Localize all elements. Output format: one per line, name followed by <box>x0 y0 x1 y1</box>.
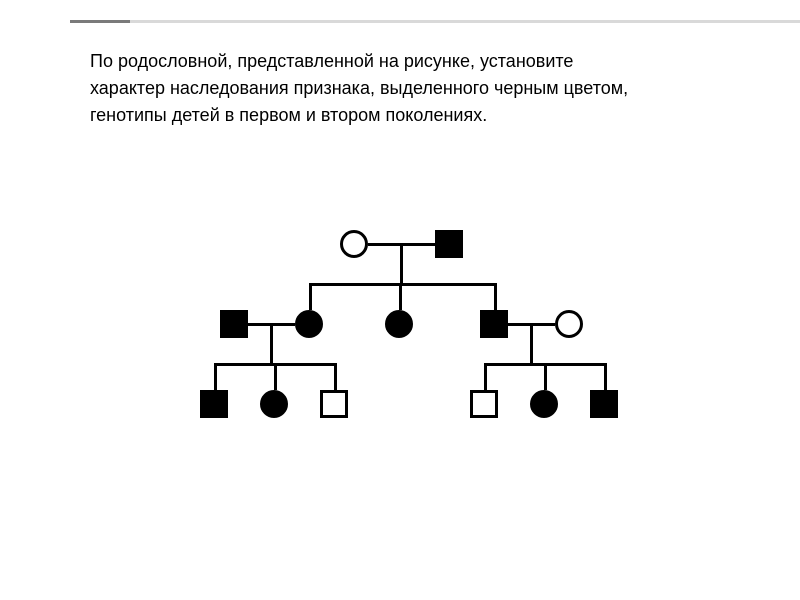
header-bar-dark <box>70 20 130 23</box>
individual-II-5-female-unaffected <box>555 310 583 338</box>
individual-II-1-male-affected <box>220 310 248 338</box>
sib-drop-III-1 <box>214 363 217 390</box>
sib-drop-II-2 <box>309 283 312 310</box>
descent-line-gen2-right <box>530 323 533 363</box>
question-text: По родословной, представленной на рисунк… <box>90 48 650 129</box>
pedigree-chart <box>180 230 620 450</box>
individual-II-3-female-affected <box>385 310 413 338</box>
sib-drop-III-5 <box>544 363 547 390</box>
header-bar-light <box>130 20 800 23</box>
individual-II-2-female-affected <box>295 310 323 338</box>
individual-II-4-male-affected <box>480 310 508 338</box>
individual-III-3-male-unaffected <box>320 390 348 418</box>
sib-drop-III-6 <box>604 363 607 390</box>
sib-drop-II-3 <box>399 283 402 310</box>
sib-drop-III-3 <box>334 363 337 390</box>
sib-drop-III-2 <box>274 363 277 390</box>
individual-I-1-female-unaffected <box>340 230 368 258</box>
descent-line-gen1 <box>400 243 403 283</box>
individual-III-5-female-affected <box>530 390 558 418</box>
individual-III-2-female-affected <box>260 390 288 418</box>
individual-I-2-male-affected <box>435 230 463 258</box>
header-decoration-bar <box>70 20 800 23</box>
individual-III-6-male-affected <box>590 390 618 418</box>
descent-line-gen2-left <box>270 323 273 363</box>
sib-drop-II-4 <box>494 283 497 310</box>
sib-drop-III-4 <box>484 363 487 390</box>
individual-III-1-male-affected <box>200 390 228 418</box>
individual-III-4-male-unaffected <box>470 390 498 418</box>
